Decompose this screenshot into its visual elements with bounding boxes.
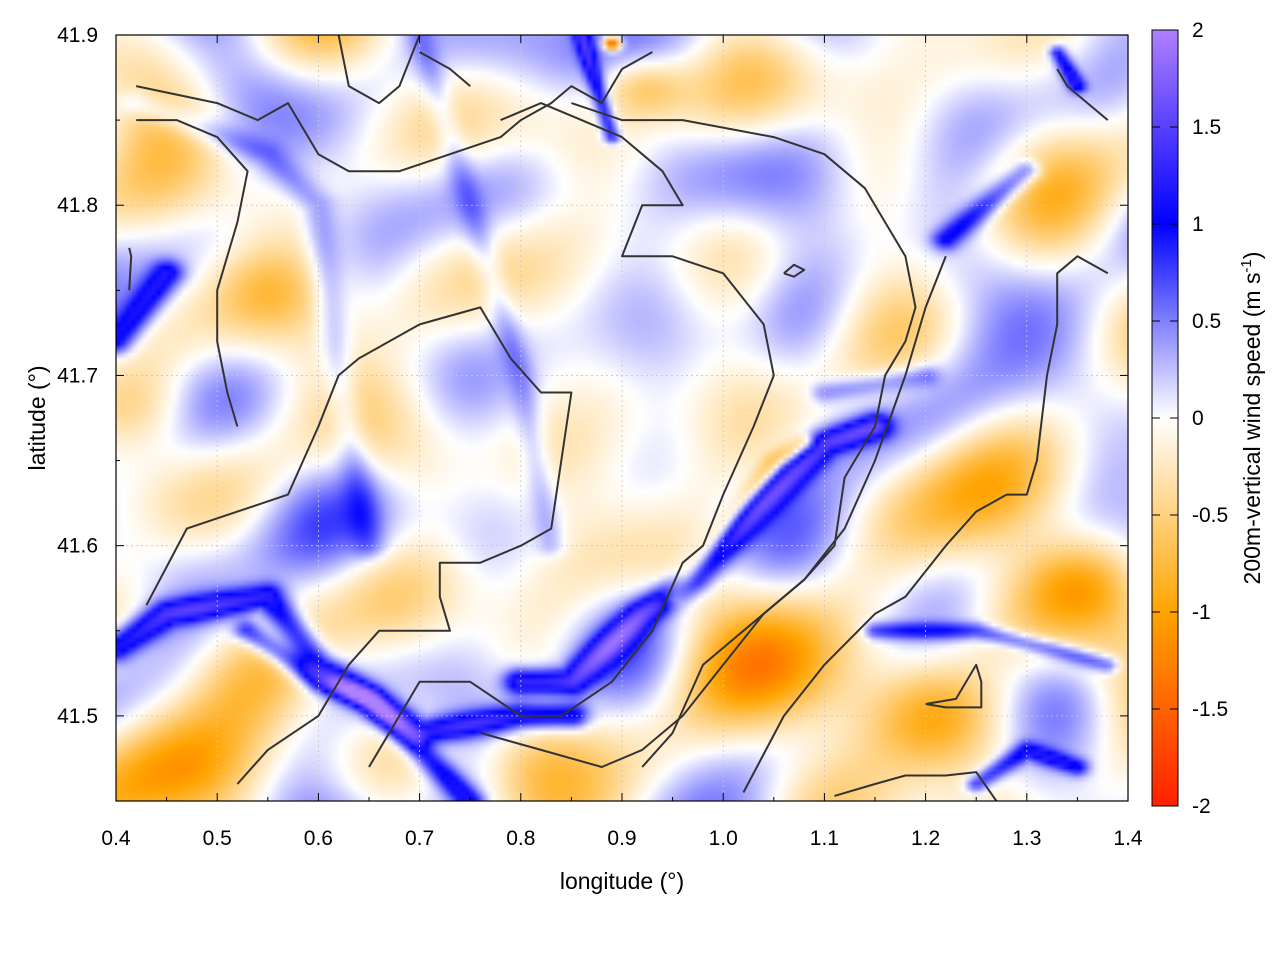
colorbar-label: 200m-vertical wind speed (m s-1) xyxy=(1238,252,1265,585)
contour-line xyxy=(742,255,1109,793)
x-tick-label: 0.8 xyxy=(506,827,535,850)
contour-line xyxy=(571,102,917,768)
y-tick-label: 41.5 xyxy=(57,705,98,728)
colorbar-ticks: 2 1.5 1 0.5 0 -0.5 -1 -1.5 -2 xyxy=(1152,19,1228,818)
colorbar-tick-label: -1 xyxy=(1192,601,1211,624)
x-tick-label: 0.7 xyxy=(405,827,434,850)
contour-line xyxy=(135,51,653,173)
contour-line xyxy=(925,663,983,709)
y-tick-label: 41.8 xyxy=(57,194,98,217)
colorbar-tick-label: 0 xyxy=(1192,407,1204,430)
colorbar: 2 1.5 1 0.5 0 -0.5 -1 -1.5 -2 200m-vertical wind… xyxy=(1151,19,1265,818)
contour-line xyxy=(783,263,806,278)
contour-line xyxy=(419,51,471,87)
y-tick-label: 41.9 xyxy=(57,24,98,47)
contour-line xyxy=(368,102,775,768)
y-tick-label: 41.6 xyxy=(57,535,98,558)
x-axis: 0.4 0.5 0.6 0.7 0.8 0.9 1.0 1.1 1.2 1.3 1.4 xyxy=(101,35,1143,850)
contour-line xyxy=(337,35,421,105)
x-tick-label: 0.5 xyxy=(203,827,232,850)
x-axis-label: longitude (°) xyxy=(560,868,684,894)
colorbar-label-sup: -1 xyxy=(1238,259,1255,272)
contour-line xyxy=(128,247,133,291)
contour-line xyxy=(145,306,573,785)
contour-line xyxy=(136,119,249,427)
x-tick-label: 1.1 xyxy=(810,827,839,850)
x-tick-label: 0.4 xyxy=(101,827,131,850)
heatmap-image xyxy=(116,35,1128,801)
y-axis-label: latitude (°) xyxy=(24,365,50,470)
colorbar-tick-label: 0.5 xyxy=(1192,310,1221,333)
contour-line xyxy=(834,771,998,801)
heatmap xyxy=(116,35,1128,801)
y-tick-label: 41.7 xyxy=(57,364,98,387)
x-tick-label: 1.2 xyxy=(911,827,940,850)
colorbar-tick-label: -0.5 xyxy=(1192,504,1228,527)
contour-line xyxy=(1056,68,1109,121)
x-tick-label: 1.0 xyxy=(709,827,738,850)
colorbar-tick-label: -2 xyxy=(1192,795,1211,818)
colorbar-tick-label: 1.5 xyxy=(1192,116,1221,139)
plot-area xyxy=(115,34,1129,802)
colorbar-label-end: ) xyxy=(1239,252,1265,260)
x-tick-label: 0.6 xyxy=(304,827,333,850)
colorbar-tick-label: -1.5 xyxy=(1192,698,1228,721)
y-axis: 41.5 41.6 41.7 41.8 41.9 xyxy=(57,24,1128,802)
colorbar-label-main: 200m-vertical wind speed (m s xyxy=(1239,273,1265,585)
contour-lines xyxy=(128,35,1109,801)
x-tick-label: 1.3 xyxy=(1012,827,1041,850)
colorbar-tick-label: 2 xyxy=(1192,19,1204,42)
colorbar-tick-label: 1 xyxy=(1192,213,1204,236)
x-tick-label: 1.4 xyxy=(1113,827,1143,850)
x-tick-label: 0.9 xyxy=(607,827,636,850)
